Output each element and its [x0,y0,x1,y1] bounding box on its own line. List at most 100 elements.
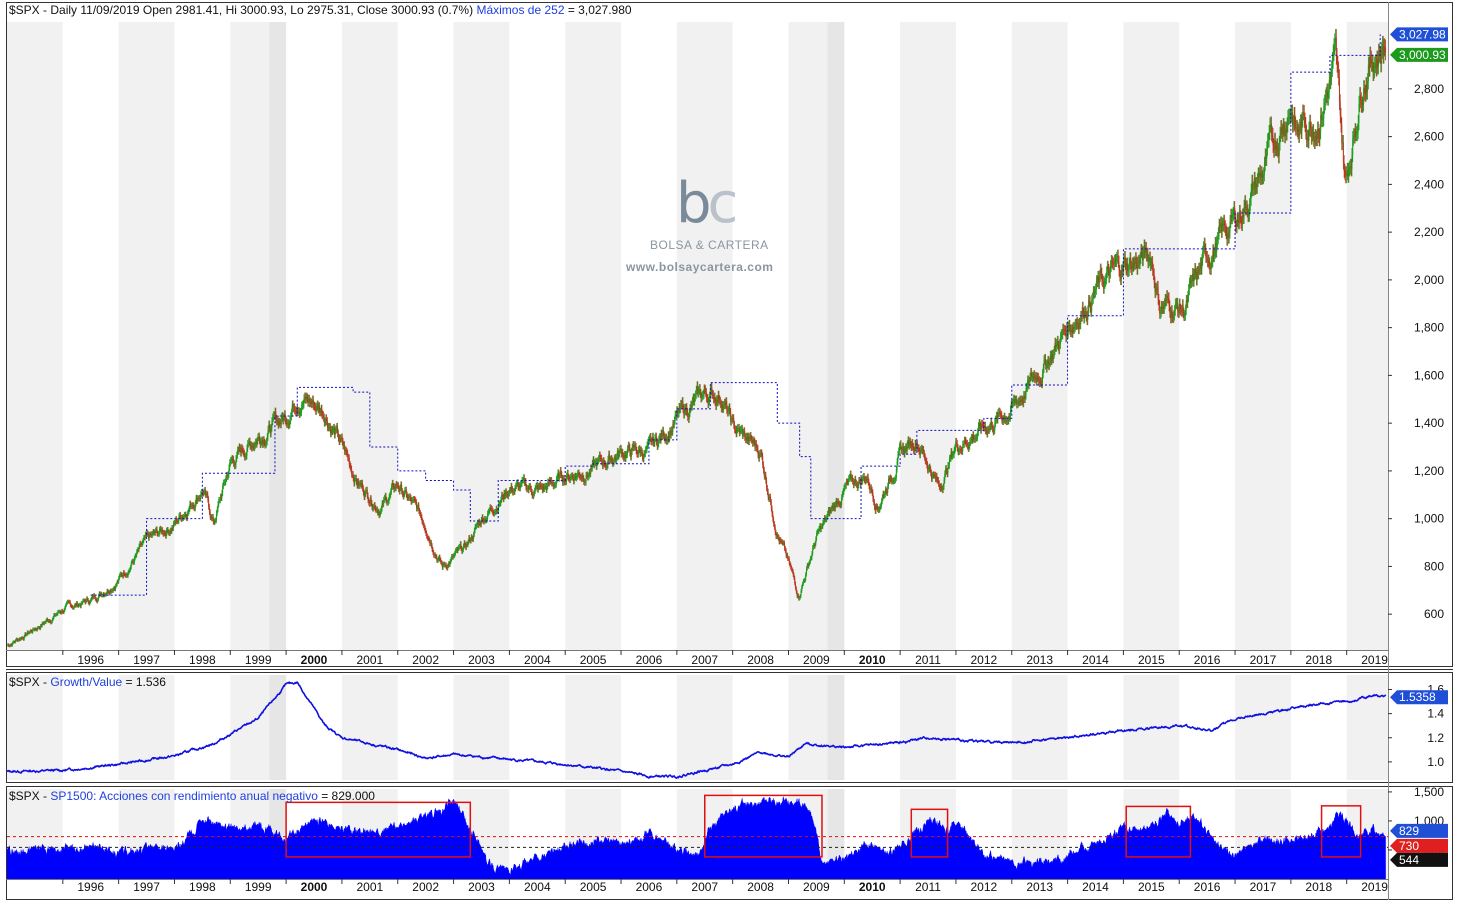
price-candle [1147,253,1149,263]
price-candle [1373,70,1375,73]
price-candle [190,503,192,507]
price-candle [623,456,625,458]
price-candle [172,523,174,529]
price-candle [736,429,738,434]
price-candle [1075,323,1077,325]
price-candle [853,482,855,485]
price-candle [1115,259,1117,262]
price-candle [669,431,671,439]
price-candle [1149,257,1151,266]
price-candle [1023,395,1025,404]
price-candle [540,484,542,487]
price-candle [1185,300,1187,310]
price-candle [88,602,90,604]
price-candle [883,493,885,496]
price-candle [483,520,485,522]
price-candle [43,622,45,624]
price-candle [524,481,526,483]
price-candle [362,488,364,493]
price-candle [656,441,658,447]
price-candle [132,561,134,562]
price-candle [116,581,118,585]
year-label: 2000 [301,653,328,667]
price-candle [1360,95,1362,101]
price-candle [1096,281,1098,282]
price-candle [913,446,915,451]
price-candle [170,530,172,532]
breadth-legend-value: = 829.000 [321,789,375,803]
price-candle [902,446,904,450]
price-candle [822,522,824,527]
price-candle [1157,286,1159,300]
price-candle [233,459,235,464]
price-candle [747,436,749,441]
price-candle [910,444,912,448]
year-band [1346,22,1388,650]
price-candle [276,418,278,422]
price-candle [1006,419,1008,422]
price-candle [1078,322,1080,330]
price-candle [827,509,829,514]
year-label: 2014 [1082,653,1109,667]
price-candle [404,490,406,494]
price-candle [675,414,677,416]
price-candle [1058,345,1060,350]
price-candle [297,411,299,413]
price-candle [975,437,977,439]
price-candle [260,442,262,445]
price-candle [437,558,439,561]
price-candle [649,436,651,439]
price-candle [1226,232,1228,240]
price-candle [314,406,316,408]
price-candle [115,584,117,586]
price-candle [519,484,521,489]
price-candle [1038,380,1040,383]
price-candle [419,512,421,515]
price-candle [288,424,290,426]
price-candle [1076,322,1078,325]
price-candle [1223,221,1225,226]
price-candle [347,453,349,458]
price-candle [1227,233,1229,238]
price-candle [1175,303,1177,305]
price-candle [478,521,480,526]
price-candle [1257,174,1259,180]
price-candle [597,460,599,463]
price-candle [1264,155,1266,165]
price-candle [40,625,42,627]
price-candle [86,598,88,600]
price-candle [774,527,776,533]
price-candle [387,502,389,504]
price-candle [755,443,757,448]
price-candle [197,498,199,501]
price-candle [489,507,491,511]
highlight-box [1320,805,1362,858]
price-candle [135,555,137,557]
price-candle [821,526,823,527]
price-candle [1202,252,1204,260]
price-candle [46,619,48,621]
price-candle [828,509,830,514]
price-candle [514,488,516,492]
price-candle [841,494,843,498]
price-candle [572,475,574,478]
price-candle [392,483,394,487]
price-candle [327,426,329,428]
price-candle [665,437,667,440]
price-candle [164,532,166,534]
price-candle [779,539,781,542]
price-candle [280,417,282,425]
price-candle [802,583,804,587]
price-candle [903,449,905,454]
price-candle [251,446,253,448]
price-candle [369,498,371,504]
price-candle [456,549,458,551]
price-candle [1099,276,1101,284]
price-candle [981,423,983,430]
price-candle [385,495,387,501]
price-candle [576,476,578,478]
price-candle [105,594,107,595]
price-candle [857,485,859,488]
price-candle [411,500,413,502]
price-candle [197,498,199,500]
